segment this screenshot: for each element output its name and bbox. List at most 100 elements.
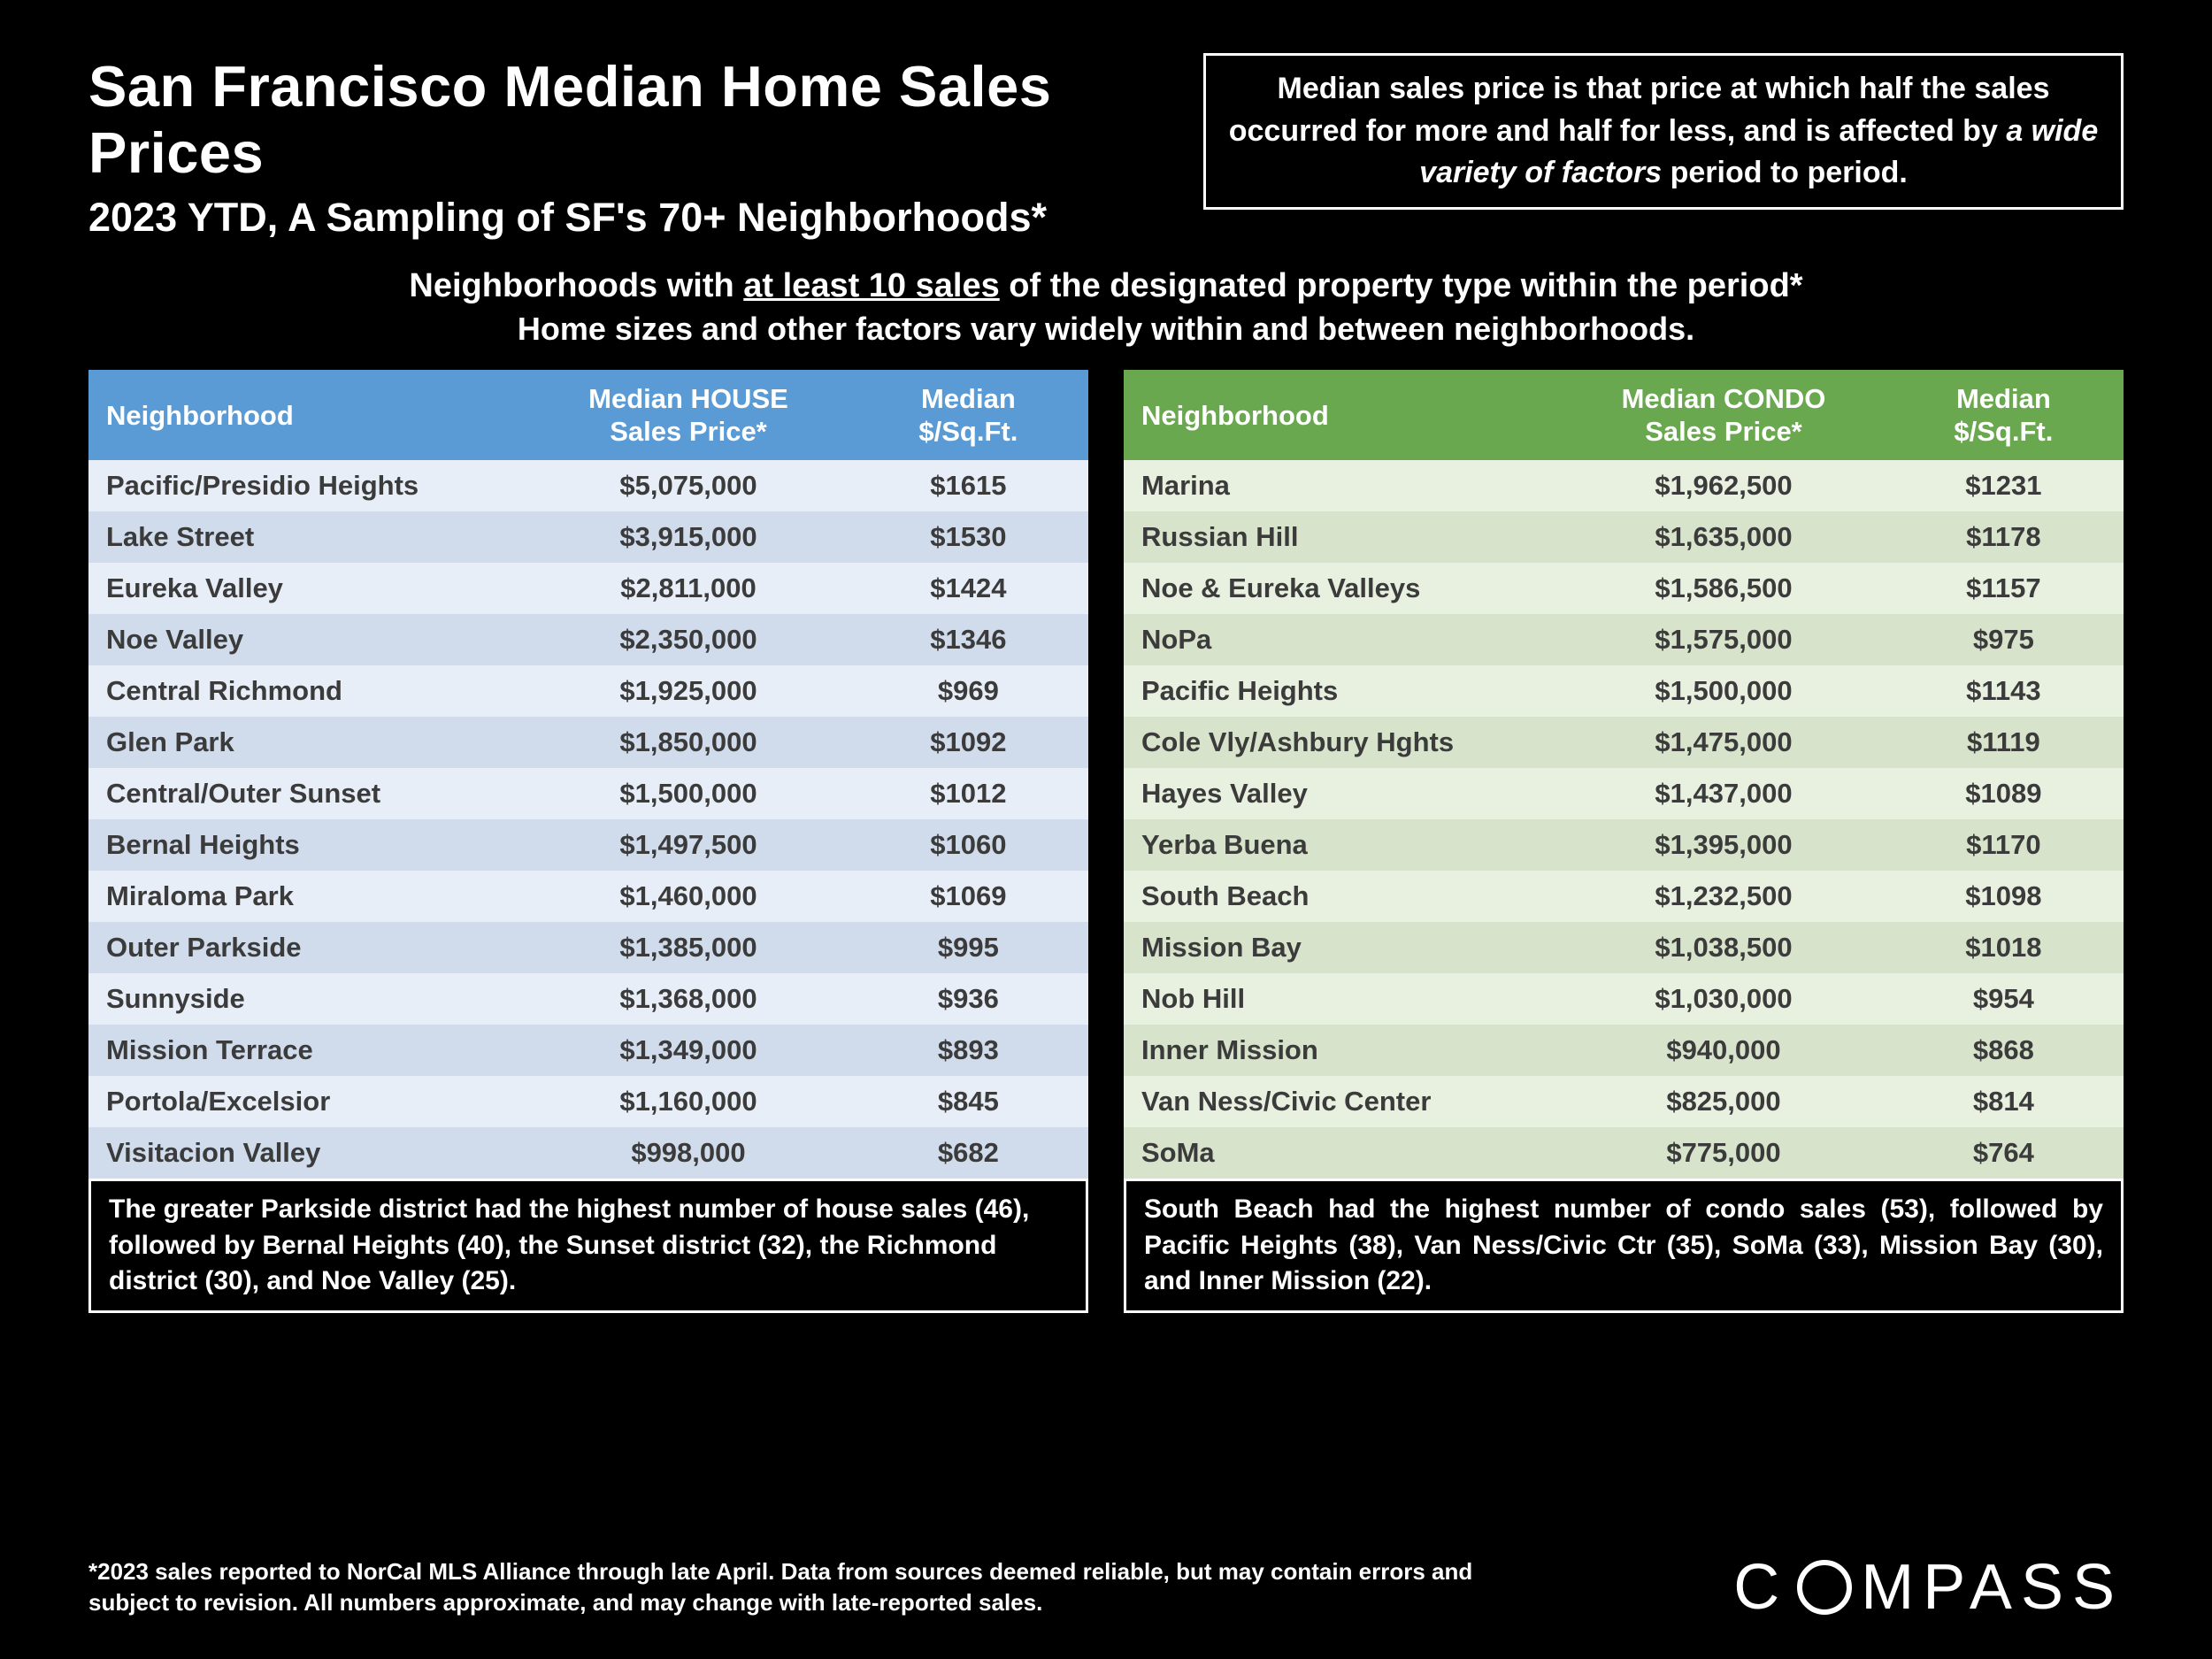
table-cell: $1,395,000 [1563, 819, 1884, 871]
table-cell: $1092 [849, 717, 1088, 768]
table-cell: Central/Outer Sunset [88, 768, 528, 819]
table-cell: Hayes Valley [1124, 768, 1563, 819]
table-row: Mission Bay$1,038,500$1018 [1124, 922, 2124, 973]
table-row: Miraloma Park$1,460,000$1069 [88, 871, 1088, 922]
table-cell: $5,075,000 [528, 460, 849, 511]
table-row: Inner Mission$940,000$868 [1124, 1025, 2124, 1076]
compass-logo: C MPASS [1733, 1551, 2124, 1624]
table-cell: $1346 [849, 614, 1088, 665]
table-cell: $682 [849, 1127, 1088, 1179]
table-row: Central Richmond$1,925,000$969 [88, 665, 1088, 717]
table-row: Bernal Heights$1,497,500$1060 [88, 819, 1088, 871]
table-cell: $1,349,000 [528, 1025, 849, 1076]
table-cell: Mission Terrace [88, 1025, 528, 1076]
condo-table-column: Neighborhood Median CONDOSales Price* Me… [1124, 370, 2124, 1533]
house-caption: The greater Parkside district had the hi… [88, 1179, 1088, 1313]
table-cell: Lake Street [88, 511, 528, 563]
table-cell: Glen Park [88, 717, 528, 768]
definition-box: Median sales price is that price at whic… [1203, 53, 2124, 210]
table-cell: $1231 [1884, 460, 2124, 511]
table-cell: Van Ness/Civic Center [1124, 1076, 1563, 1127]
table-cell: $940,000 [1563, 1025, 1884, 1076]
table-cell: $1,475,000 [1563, 717, 1884, 768]
definition-post: period to period. [1662, 156, 1908, 189]
table-cell: Nob Hill [1124, 973, 1563, 1025]
table-cell: Inner Mission [1124, 1025, 1563, 1076]
table-cell: Noe & Eureka Valleys [1124, 563, 1563, 614]
table-cell: Yerba Buena [1124, 819, 1563, 871]
condo-col-sqft: Median$/Sq.Ft. [1884, 370, 2124, 460]
table-cell: Eureka Valley [88, 563, 528, 614]
table-cell: $1178 [1884, 511, 2124, 563]
table-cell: $845 [849, 1076, 1088, 1127]
table-cell: $1,385,000 [528, 922, 849, 973]
table-row: Pacific Heights$1,500,000$1143 [1124, 665, 2124, 717]
table-cell: $1,437,000 [1563, 768, 1884, 819]
table-cell: $2,811,000 [528, 563, 849, 614]
table-row: Van Ness/Civic Center$825,000$814 [1124, 1076, 2124, 1127]
table-cell: Portola/Excelsior [88, 1076, 528, 1127]
table-row: NoPa$1,575,000$975 [1124, 614, 2124, 665]
table-cell: $1,368,000 [528, 973, 849, 1025]
table-cell: Outer Parkside [88, 922, 528, 973]
table-cell: $1,160,000 [528, 1076, 849, 1127]
table-cell: $2,350,000 [528, 614, 849, 665]
table-row: Lake Street$3,915,000$1530 [88, 511, 1088, 563]
table-row: Portola/Excelsior$1,160,000$845 [88, 1076, 1088, 1127]
table-row: Pacific/Presidio Heights$5,075,000$1615 [88, 460, 1088, 511]
table-row: Glen Park$1,850,000$1092 [88, 717, 1088, 768]
table-row: Central/Outer Sunset$1,500,000$1012 [88, 768, 1088, 819]
table-cell: Mission Bay [1124, 922, 1563, 973]
table-row: Noe & Eureka Valleys$1,586,500$1157 [1124, 563, 2124, 614]
table-cell: $1,635,000 [1563, 511, 1884, 563]
table-row: Russian Hill$1,635,000$1178 [1124, 511, 2124, 563]
header-row: San Francisco Median Home Sales Prices 2… [88, 53, 2124, 241]
table-cell: Miraloma Park [88, 871, 528, 922]
definition-pre: Median sales price is that price at whic… [1229, 72, 2050, 148]
table-row: Visitacion Valley$998,000$682 [88, 1127, 1088, 1179]
condo-table: Neighborhood Median CONDOSales Price* Me… [1124, 370, 2124, 1179]
table-cell: South Beach [1124, 871, 1563, 922]
table-cell: Sunnyside [88, 973, 528, 1025]
table-cell: $1,500,000 [1563, 665, 1884, 717]
table-cell: $1,850,000 [528, 717, 849, 768]
table-row: Yerba Buena$1,395,000$1170 [1124, 819, 2124, 871]
mid-line1-underline: at least 10 sales [743, 267, 999, 304]
table-cell: $1424 [849, 563, 1088, 614]
table-cell: $814 [1884, 1076, 2124, 1127]
table-row: Cole Vly/Ashbury Hghts$1,475,000$1119 [1124, 717, 2124, 768]
table-row: Nob Hill$1,030,000$954 [1124, 973, 2124, 1025]
table-cell: Pacific Heights [1124, 665, 1563, 717]
mid-line1: Neighborhoods with at least 10 sales of … [88, 267, 2124, 305]
table-cell: $1119 [1884, 717, 2124, 768]
tables-row: Neighborhood Median HOUSESales Price* Me… [88, 370, 2124, 1533]
table-cell: $1018 [1884, 922, 2124, 973]
table-cell: $1012 [849, 768, 1088, 819]
logo-rest: MPASS [1861, 1551, 2124, 1624]
table-cell: NoPa [1124, 614, 1563, 665]
main-title: San Francisco Median Home Sales Prices [88, 53, 1159, 186]
table-row: Noe Valley$2,350,000$1346 [88, 614, 1088, 665]
table-cell: $1143 [1884, 665, 2124, 717]
table-row: Eureka Valley$2,811,000$1424 [88, 563, 1088, 614]
house-col-sqft: Median$/Sq.Ft. [849, 370, 1088, 460]
table-cell: SoMa [1124, 1127, 1563, 1179]
table-cell: $969 [849, 665, 1088, 717]
table-row: Hayes Valley$1,437,000$1089 [1124, 768, 2124, 819]
table-cell: $1157 [1884, 563, 2124, 614]
table-cell: Bernal Heights [88, 819, 528, 871]
table-row: South Beach$1,232,500$1098 [1124, 871, 2124, 922]
table-cell: Cole Vly/Ashbury Hghts [1124, 717, 1563, 768]
table-cell: $975 [1884, 614, 2124, 665]
table-cell: $1089 [1884, 768, 2124, 819]
disclaimer: *2023 sales reported to NorCal MLS Allia… [88, 1556, 1548, 1618]
table-cell: $764 [1884, 1127, 2124, 1179]
table-cell: $1060 [849, 819, 1088, 871]
table-cell: $1,962,500 [1563, 460, 1884, 511]
table-cell: $1615 [849, 460, 1088, 511]
table-cell: $1,586,500 [1563, 563, 1884, 614]
mid-line2: Home sizes and other factors vary widely… [88, 311, 2124, 348]
table-cell: $1,497,500 [528, 819, 849, 871]
logo-c: C [1733, 1551, 1788, 1624]
table-cell: Russian Hill [1124, 511, 1563, 563]
